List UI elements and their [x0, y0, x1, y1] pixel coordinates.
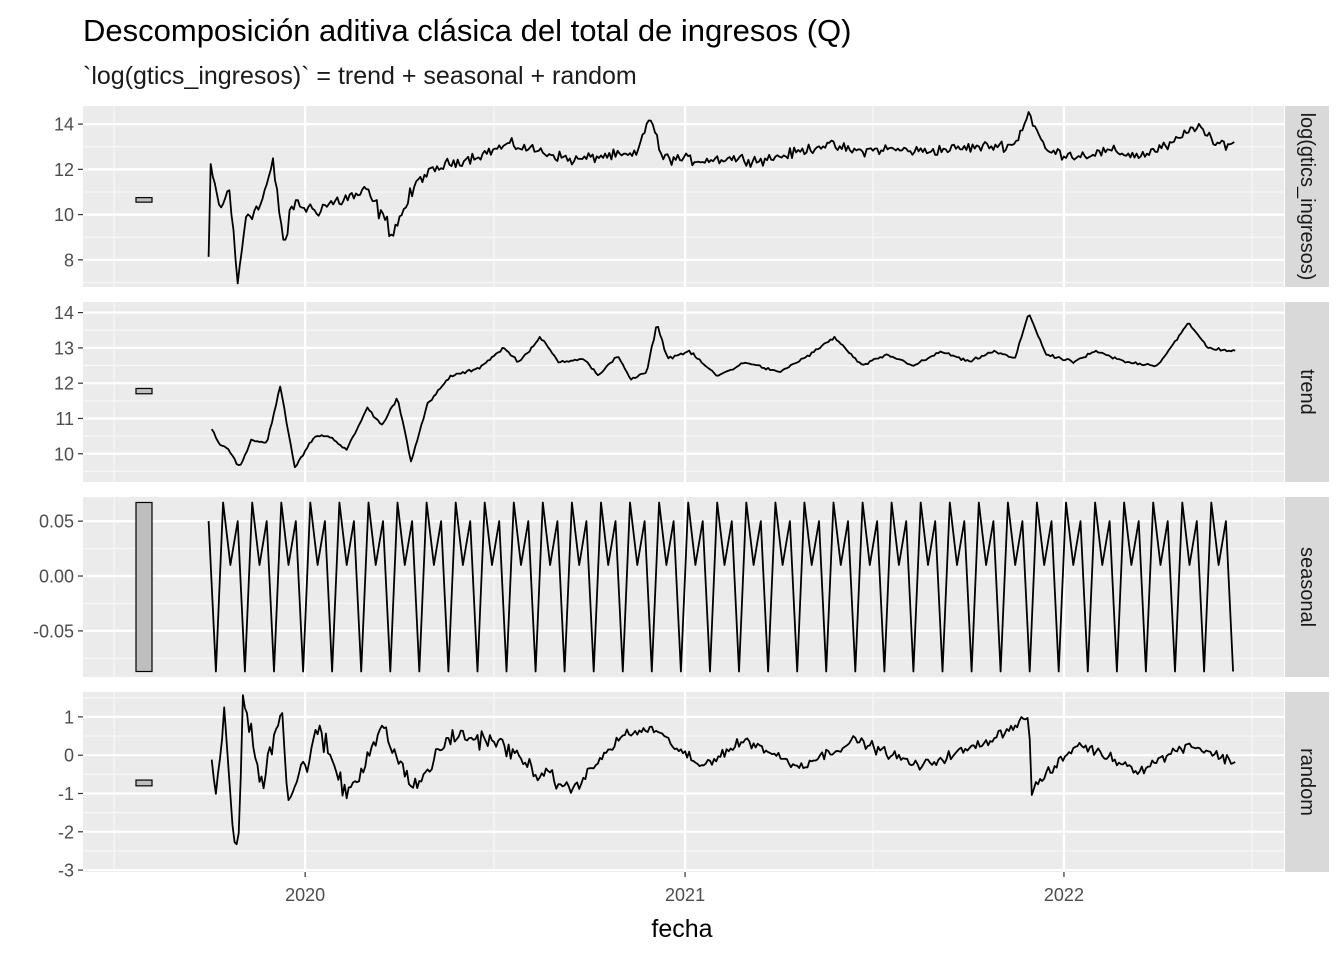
- y-tick-label: 14: [54, 115, 74, 135]
- series-line: [207, 111, 1235, 285]
- y-tick-label: 10: [54, 444, 74, 464]
- y-tick-label: 14: [54, 303, 74, 323]
- series-line: [210, 314, 1236, 469]
- series-line: [210, 694, 1236, 846]
- strip-label: random: [1296, 748, 1318, 816]
- y-tick-label: -3: [58, 861, 74, 881]
- scale-bar: [135, 779, 153, 787]
- strip-label: trend: [1296, 369, 1318, 415]
- strip-label: log(gtics_ingresos): [1296, 113, 1318, 281]
- panel-trend: 10 11 12 13 14 trend: [54, 302, 1329, 482]
- chart-title: Descomposición aditiva clásica del total…: [83, 13, 851, 48]
- y-tick-label: -2: [58, 822, 74, 842]
- x-tick-label: 2021: [665, 885, 705, 905]
- chart-subtitle: `log(gtics_ingresos)` = trend + seasonal…: [83, 62, 637, 90]
- panel-seasonal: -0.05 0.00 0.05 seasonal: [33, 497, 1329, 677]
- y-tick-label: 0: [64, 746, 74, 766]
- panel-background: [83, 497, 1284, 677]
- series-line: [207, 501, 1234, 673]
- strip-background: [1285, 497, 1329, 677]
- x-axis-title: fecha: [651, 915, 712, 943]
- x-tick-label: 2022: [1044, 885, 1084, 905]
- x-tick-label: 2020: [285, 885, 325, 905]
- scale-bar: [135, 501, 153, 673]
- y-tick-label: 12: [54, 160, 74, 180]
- y-tick-label: 0.05: [39, 512, 74, 532]
- y-tick-label: -0.05: [33, 621, 74, 641]
- panel-log-gtics-ingresos-: 8 10 12 14 log(gtics_ingresos): [54, 106, 1329, 287]
- strip-background: [1285, 692, 1329, 872]
- panel-background: [83, 302, 1284, 482]
- y-tick-label: 12: [54, 374, 74, 394]
- x-axis: 2020 2021 2022: [285, 872, 1084, 905]
- y-tick-label: 13: [54, 338, 74, 358]
- panel-background: [83, 106, 1284, 287]
- scale-bar: [135, 197, 153, 203]
- y-tick-label: 8: [64, 250, 74, 270]
- panel-random: -3 -2 -1 0 1 random: [58, 692, 1329, 881]
- y-tick-label: 10: [54, 205, 74, 225]
- strip-background: [1285, 106, 1329, 287]
- y-tick-label: -1: [58, 784, 74, 804]
- y-tick-label: 11: [55, 409, 74, 429]
- strip-label: seasonal: [1296, 547, 1318, 627]
- y-tick-label: 1: [64, 707, 74, 727]
- scale-bar: [135, 387, 153, 395]
- y-tick-label: 0.00: [39, 567, 74, 587]
- strip-background: [1285, 302, 1329, 482]
